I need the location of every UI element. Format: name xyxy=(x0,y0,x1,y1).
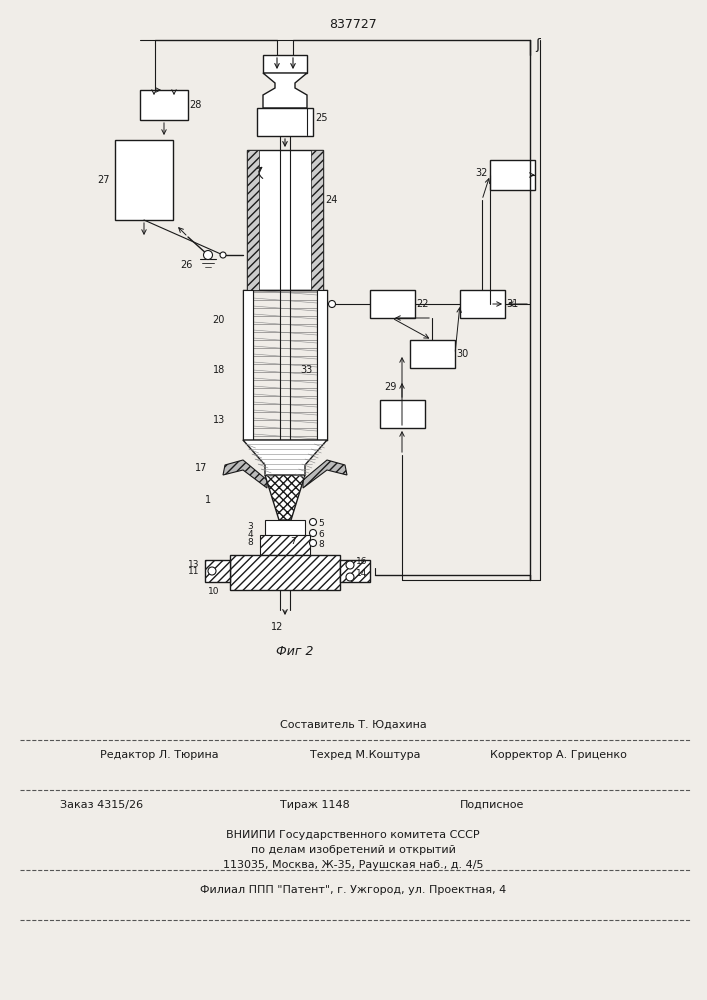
Text: 7: 7 xyxy=(290,537,296,546)
Polygon shape xyxy=(223,460,267,488)
Bar xyxy=(370,290,415,318)
Text: Корректор А. Гриценко: Корректор А. Гриценко xyxy=(490,750,627,760)
Bar xyxy=(311,150,323,290)
Text: 3: 3 xyxy=(247,522,253,531)
Text: Составитель Т. Юдахина: Составитель Т. Юдахина xyxy=(280,720,426,730)
Circle shape xyxy=(208,567,216,575)
Bar xyxy=(247,150,323,290)
Text: 33: 33 xyxy=(300,365,312,375)
Text: 32: 32 xyxy=(475,168,487,178)
Circle shape xyxy=(310,540,317,546)
Bar xyxy=(205,560,230,582)
Text: 11: 11 xyxy=(188,566,199,576)
Text: Тираж 1148: Тираж 1148 xyxy=(280,800,350,810)
Circle shape xyxy=(346,561,354,569)
Bar xyxy=(263,55,307,73)
Text: 14: 14 xyxy=(356,570,368,578)
Bar xyxy=(265,520,305,535)
Circle shape xyxy=(220,252,226,258)
Text: 6: 6 xyxy=(318,530,324,539)
Text: 28: 28 xyxy=(189,100,201,110)
Text: 31: 31 xyxy=(506,299,518,309)
Bar xyxy=(460,290,505,318)
Bar xyxy=(115,140,173,220)
Bar xyxy=(243,290,253,440)
Text: 13: 13 xyxy=(188,560,199,569)
Text: 18: 18 xyxy=(213,365,225,375)
Text: Филиал ППП "Патент", г. Ужгород, ул. Проектная, 4: Филиал ППП "Патент", г. Ужгород, ул. Про… xyxy=(200,885,506,895)
Text: 10: 10 xyxy=(209,587,220,596)
Circle shape xyxy=(329,300,336,308)
Text: Редактор Л. Тюрина: Редактор Л. Тюрина xyxy=(100,750,218,760)
Bar xyxy=(380,400,425,428)
Bar xyxy=(410,340,455,368)
Bar xyxy=(230,555,340,590)
Circle shape xyxy=(310,518,317,526)
Bar xyxy=(490,160,535,190)
Text: Техред М.Коштура: Техред М.Коштура xyxy=(310,750,421,760)
Text: 4: 4 xyxy=(247,530,253,539)
Polygon shape xyxy=(265,475,305,520)
Circle shape xyxy=(346,573,354,581)
Text: Фиг 2: Фиг 2 xyxy=(276,645,314,658)
Text: 25: 25 xyxy=(315,113,327,123)
Text: 27: 27 xyxy=(97,175,110,185)
Text: 12: 12 xyxy=(271,622,284,632)
Text: 13: 13 xyxy=(213,415,225,425)
Text: 5: 5 xyxy=(318,519,324,528)
Text: 20: 20 xyxy=(213,315,225,325)
Text: 26: 26 xyxy=(180,260,192,270)
Text: ВНИИПИ Государственного комитета СССР: ВНИИПИ Государственного комитета СССР xyxy=(226,830,480,840)
Bar xyxy=(257,108,313,136)
Polygon shape xyxy=(263,73,307,108)
Polygon shape xyxy=(243,440,327,475)
Bar xyxy=(260,535,310,555)
Circle shape xyxy=(310,530,317,536)
Bar xyxy=(340,560,370,582)
Text: 16: 16 xyxy=(356,558,368,566)
Text: 113035, Москва, Ж-35, Раушская наб., д. 4/5: 113035, Москва, Ж-35, Раушская наб., д. … xyxy=(223,860,484,870)
Text: 8: 8 xyxy=(318,540,324,549)
Text: 17: 17 xyxy=(195,463,207,473)
Text: 22: 22 xyxy=(416,299,428,309)
Text: Заказ 4315/26: Заказ 4315/26 xyxy=(60,800,143,810)
Text: 837727: 837727 xyxy=(329,18,377,31)
Text: ʃ: ʃ xyxy=(535,38,539,52)
Bar xyxy=(317,290,327,440)
Text: 8: 8 xyxy=(247,538,253,547)
Polygon shape xyxy=(303,460,347,488)
Text: Подписное: Подписное xyxy=(460,800,525,810)
Text: 24: 24 xyxy=(325,195,337,205)
Text: 1: 1 xyxy=(205,495,211,505)
Bar xyxy=(140,90,188,120)
Text: 29: 29 xyxy=(384,382,396,392)
Bar xyxy=(247,150,259,290)
Text: 30: 30 xyxy=(456,349,468,359)
Text: по делам изобретений и открытий: по делам изобретений и открытий xyxy=(250,845,455,855)
Circle shape xyxy=(204,250,213,259)
